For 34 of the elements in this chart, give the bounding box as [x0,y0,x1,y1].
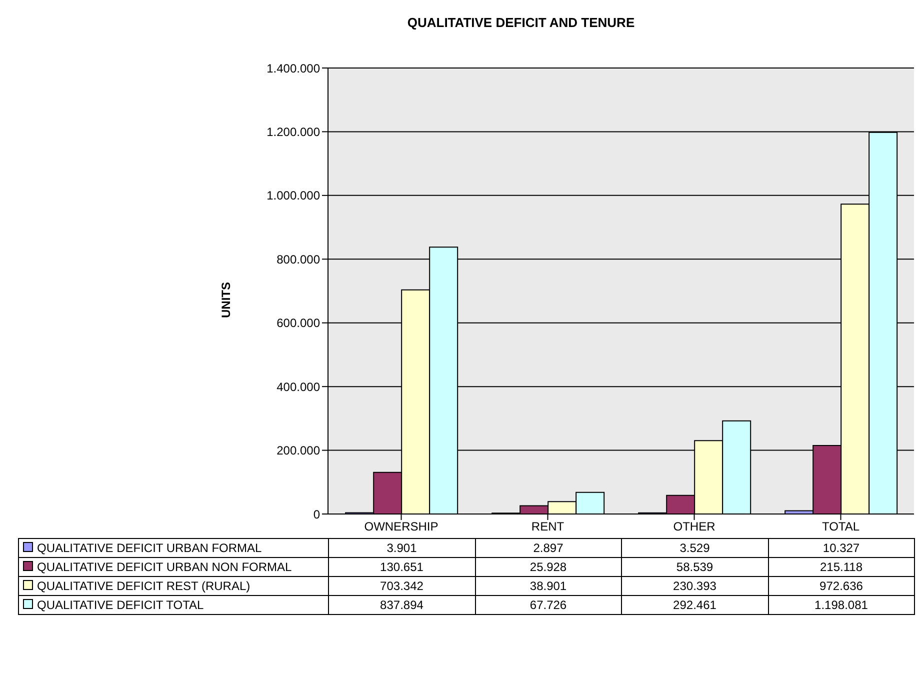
x-tick-label: RENT [531,520,565,534]
data-label: 58.539 [622,558,768,576]
data-label: 67.726 [475,596,622,614]
data-label: 230.393 [622,576,768,596]
y-tick-label: 1.400.000 [266,61,320,76]
data-label: 972.636 [768,576,914,596]
x-tick-label: OWNERSHIP [364,520,438,534]
legend-label: QUALITATIVE DEFICIT TOTAL [37,598,204,612]
data-label: 703.342 [328,576,475,596]
y-tick-label: 800.000 [276,252,320,266]
x-tick-label: OTHER [673,520,716,534]
data-label: 130.651 [328,558,475,576]
data-label: 3.529 [622,538,768,558]
data-label: 2.897 [475,538,622,558]
y-tick-label: 1.200.000 [266,124,320,139]
y-tick-label: 200.000 [276,444,320,458]
legend-label: QUALITATIVE DEFICIT URBAN NON FORMAL [37,560,292,574]
data-label: 25.928 [475,558,622,576]
chart-title: QUALITATIVE DEFICIT AND TENURE [406,14,636,32]
legend-label: QUALITATIVE DEFICIT REST (RURAL) [37,579,250,593]
data-label: 38.901 [475,576,622,596]
data-label: 215.118 [768,558,914,576]
data-label: 3.901 [328,538,475,558]
data-label: 292.461 [622,596,768,614]
data-label: 10.327 [768,538,914,558]
legend-label: QUALITATIVE DEFICIT URBAN FORMAL [37,541,262,555]
x-tick-label: TOTAL [822,520,860,534]
y-tick-label: 400.000 [276,380,320,394]
y-tick-label: 1.000.000 [266,188,320,203]
y-tick-label: 0 [313,507,320,522]
data-label: 1.198.081 [768,596,914,614]
data-label: 837.894 [328,596,475,614]
y-axis-title: UNITS [219,282,233,318]
y-tick-label: 600.000 [276,316,320,330]
